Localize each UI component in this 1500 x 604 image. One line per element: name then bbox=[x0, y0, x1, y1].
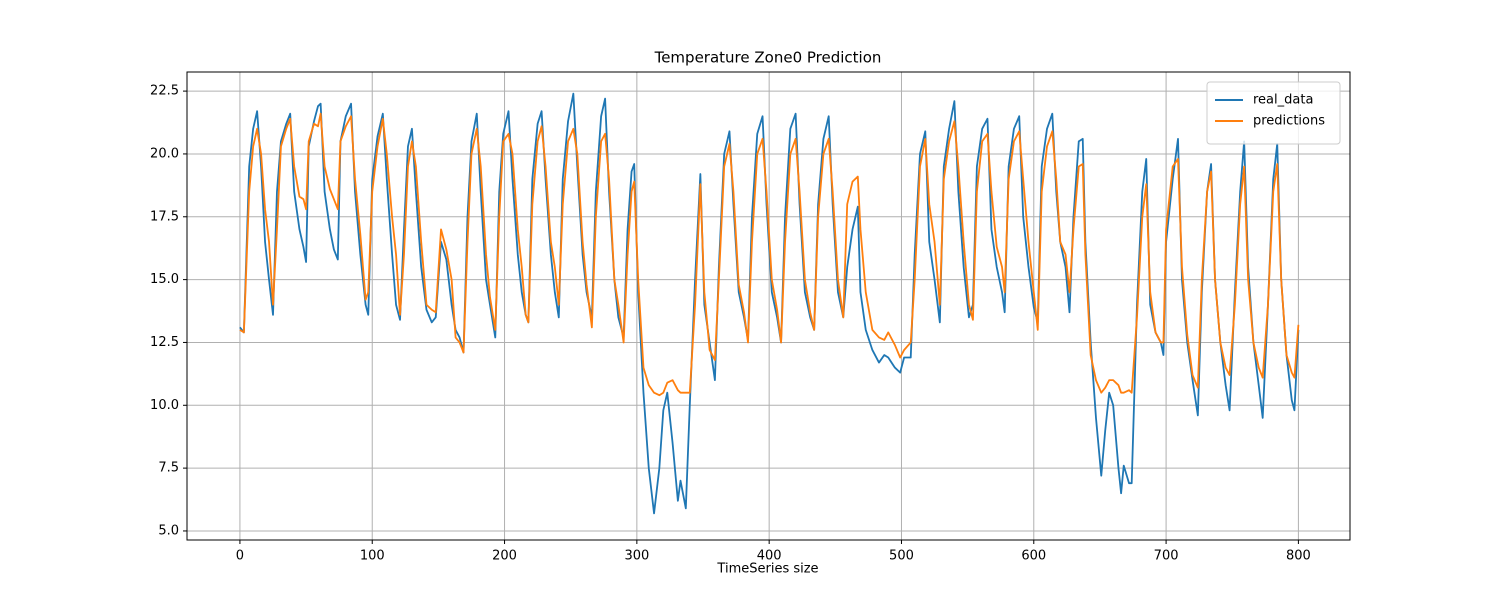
legend-box bbox=[1206, 81, 1341, 145]
y-tick-label: 15.0 bbox=[150, 272, 179, 287]
y-tick-label: 10.0 bbox=[150, 398, 179, 413]
x-tick-label: 700 bbox=[1154, 549, 1179, 564]
legend-label: predictions bbox=[1253, 114, 1325, 129]
x-tick-label: 0 bbox=[236, 549, 244, 564]
legend-label: real_data bbox=[1253, 93, 1313, 108]
x-tick-label: 400 bbox=[757, 549, 782, 564]
x-tick-label: 500 bbox=[889, 549, 914, 564]
chart-title: Temperature Zone0 Prediction bbox=[654, 49, 882, 67]
y-tick-label: 12.5 bbox=[150, 335, 179, 350]
data-line bbox=[239, 112, 1300, 397]
x-tick-label: 600 bbox=[1021, 549, 1046, 564]
x-tick-label: 200 bbox=[492, 549, 517, 564]
x-tick-label: 800 bbox=[1286, 549, 1311, 564]
y-tick-label: 20.0 bbox=[150, 146, 179, 161]
x-tick-label: 100 bbox=[360, 549, 385, 564]
data-line bbox=[239, 92, 1300, 515]
y-tick-label: 5.0 bbox=[158, 523, 179, 538]
x-axis-label: TimeSeries size bbox=[716, 562, 818, 577]
y-tick-label: 7.5 bbox=[158, 461, 179, 476]
x-tick-label: 300 bbox=[624, 549, 649, 564]
plot-frame bbox=[186, 71, 1351, 541]
y-tick-label: 22.5 bbox=[150, 84, 179, 99]
y-tick-label: 17.5 bbox=[150, 209, 179, 224]
